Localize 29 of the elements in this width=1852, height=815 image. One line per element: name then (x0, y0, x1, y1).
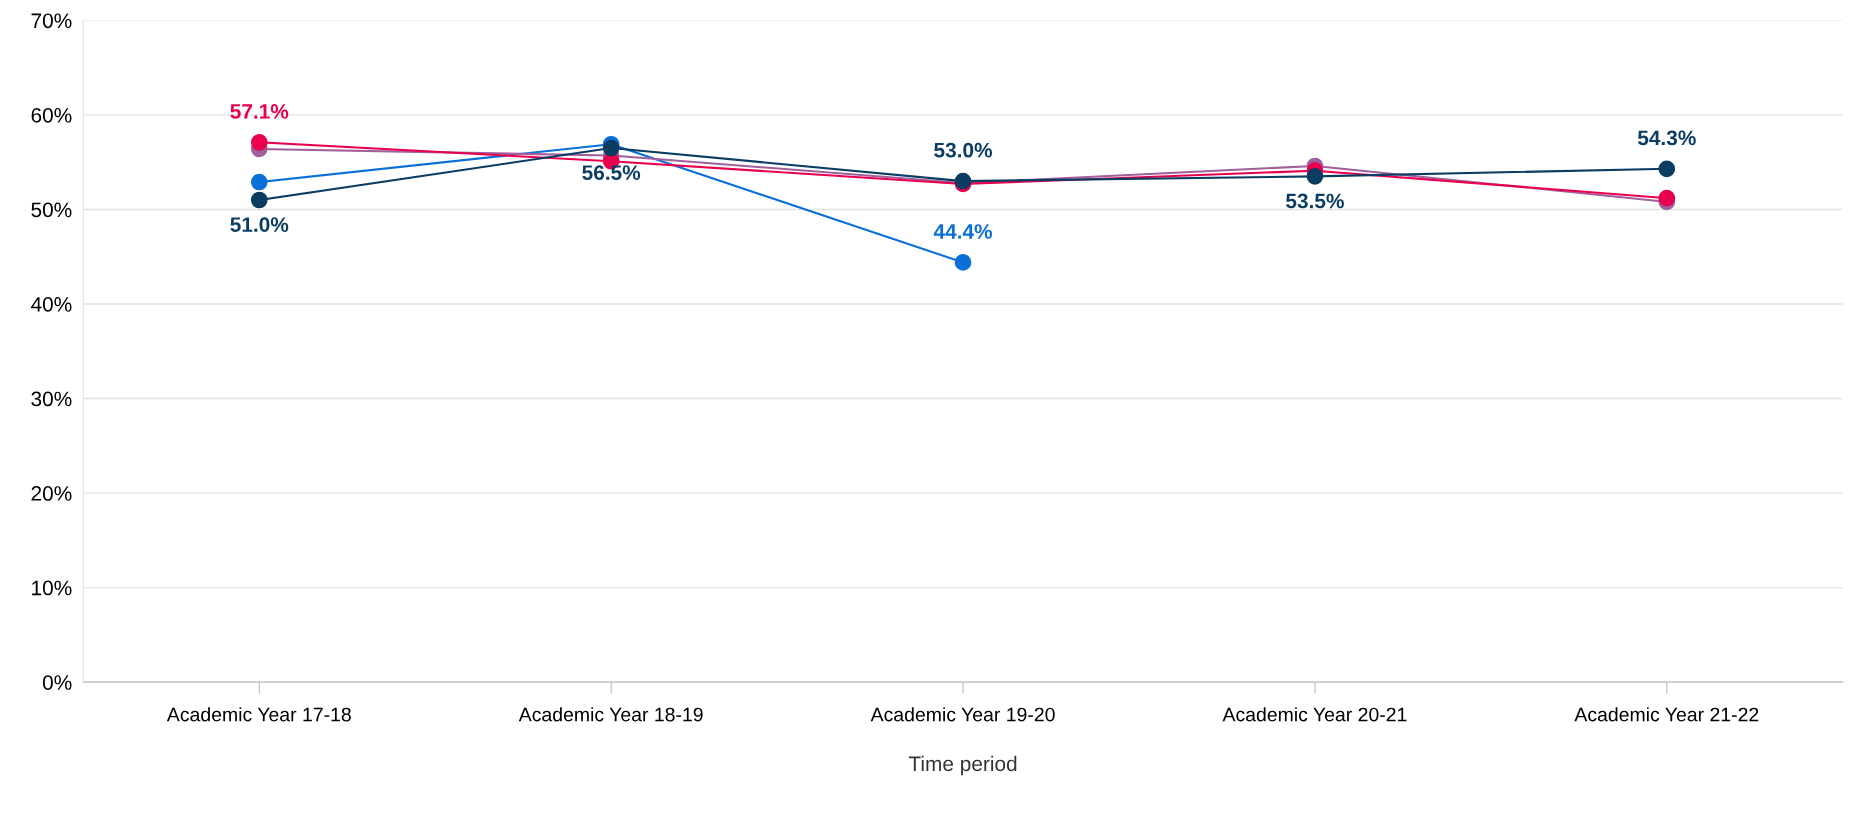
data-label: 57.1% (230, 104, 289, 119)
y-tick-label: 40% (31, 297, 72, 312)
data-label: 56.5% (582, 165, 641, 180)
point (602, 139, 620, 157)
y-tick-label: 60% (31, 107, 72, 123)
point (1658, 189, 1676, 207)
y-tick-label: 20% (31, 486, 72, 501)
y-tick-label: 0% (42, 675, 72, 690)
point (250, 173, 268, 191)
data-label: 51.0% (230, 217, 289, 232)
point (954, 254, 972, 271)
data-label: 44.4% (933, 224, 993, 239)
y-tick-label: 30% (31, 391, 72, 407)
point (250, 133, 268, 151)
point (250, 191, 268, 209)
x-tick-label: Academic Year 19-20 (870, 707, 1055, 722)
data-label: 53.0% (934, 142, 993, 158)
x-tick-label: Academic Year 21-22 (1574, 707, 1759, 722)
x-tick-label: Academic Year 18-19 (518, 707, 703, 722)
data-label: 53.5% (1286, 193, 1344, 209)
point (1306, 168, 1324, 185)
y-tick-label: 70% (31, 13, 72, 29)
x-tick-label: Academic Year 20-21 (1222, 707, 1407, 722)
data-label: 54.3% (1637, 130, 1696, 146)
x-tick-label: Academic Year 17-18 (166, 707, 351, 722)
x-axis-title: Time period (908, 755, 1017, 776)
y-tick-label: 50% (31, 202, 72, 218)
y-tick-label: 10% (32, 580, 72, 596)
point (1658, 160, 1676, 178)
